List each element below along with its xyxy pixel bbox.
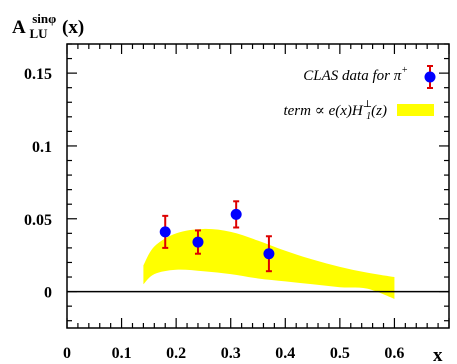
legend-label-band-after: (z) [371, 103, 387, 119]
legend-data-point [424, 71, 436, 83]
legend-swatch-band [397, 104, 434, 116]
legend-label-band: term ∝ e(x)H⊥ 1(z) [283, 99, 387, 122]
y-axis-title-main: A [12, 17, 26, 38]
x-tick-label: 0.3 [221, 345, 241, 362]
legend-label-band-before: term ∝ e(x)H [283, 103, 363, 119]
data-point [263, 248, 275, 260]
x-tick-label: 0.2 [166, 345, 186, 362]
y-tick-labels: 0 0.05 0.1 0.15 [24, 66, 52, 301]
axis-ticks [66, 43, 450, 328]
y-axis-title-superscript: sinφ [32, 11, 56, 26]
plot-frame [66, 43, 450, 329]
y-tick-label: 0 [44, 285, 52, 302]
legend: CLAS data for π+ term ∝ e(x)H⊥ 1(z) [283, 65, 436, 122]
data-point [230, 208, 242, 220]
legend-marker-data [424, 65, 436, 89]
data-point [159, 226, 171, 238]
legend-label-data-text: CLAS data for π [303, 68, 401, 84]
data-point [192, 236, 204, 248]
y-axis-title-subscript: LU [29, 26, 48, 41]
x-axis-title: x [433, 345, 443, 364]
x-tick-label: 0.6 [384, 345, 404, 362]
y-tick-label: 0.1 [32, 139, 52, 156]
y-tick-label: 0.15 [24, 66, 52, 83]
x-tick-label: 0.5 [330, 345, 350, 362]
legend-label-data-sup: + [401, 65, 408, 76]
legend-label-band-sup: ⊥ [363, 99, 372, 110]
y-axis-title-suffix: (x) [62, 17, 84, 38]
y-axis-title: A LU sinφ (x) [12, 7, 84, 43]
legend-label-data: CLAS data for π+ [303, 65, 408, 84]
y-tick-label: 0.05 [24, 212, 52, 229]
data-points [159, 200, 275, 273]
legend-label-band-sub: 1 [366, 111, 371, 122]
x-tick-label: 0.4 [275, 345, 295, 362]
x-tick-label: 0 [63, 345, 71, 362]
x-tick-label: 0.1 [112, 345, 132, 362]
x-tick-labels: 0 0.1 0.2 0.3 0.4 0.5 0.6 [63, 345, 404, 362]
